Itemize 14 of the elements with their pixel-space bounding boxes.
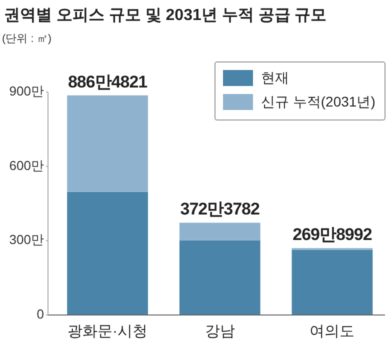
y-tick-label: 900만 — [9, 83, 44, 98]
legend-label: 현재 — [261, 70, 289, 86]
y-tick-label: 0 — [36, 306, 44, 322]
x-tick-label: 광화문·시청 — [68, 323, 148, 340]
total-label: 886만4821 — [68, 72, 148, 92]
text: (단위 : ㎡) — [2, 33, 52, 45]
chart-title: 권역별 오피스 규모 및 2031년 누적 공급 규모 — [4, 7, 327, 24]
legend-label: 신규 누적(2031년) — [261, 94, 376, 110]
x-tick-label: 강남 — [204, 323, 235, 340]
x-tick-label: 여의도 — [310, 323, 355, 340]
total-label: 269만8992 — [292, 225, 372, 244]
y-tick-label: 600만 — [9, 158, 44, 173]
y-tick-label: 300만 — [9, 232, 44, 248]
total-label: 372만3782 — [180, 200, 260, 219]
